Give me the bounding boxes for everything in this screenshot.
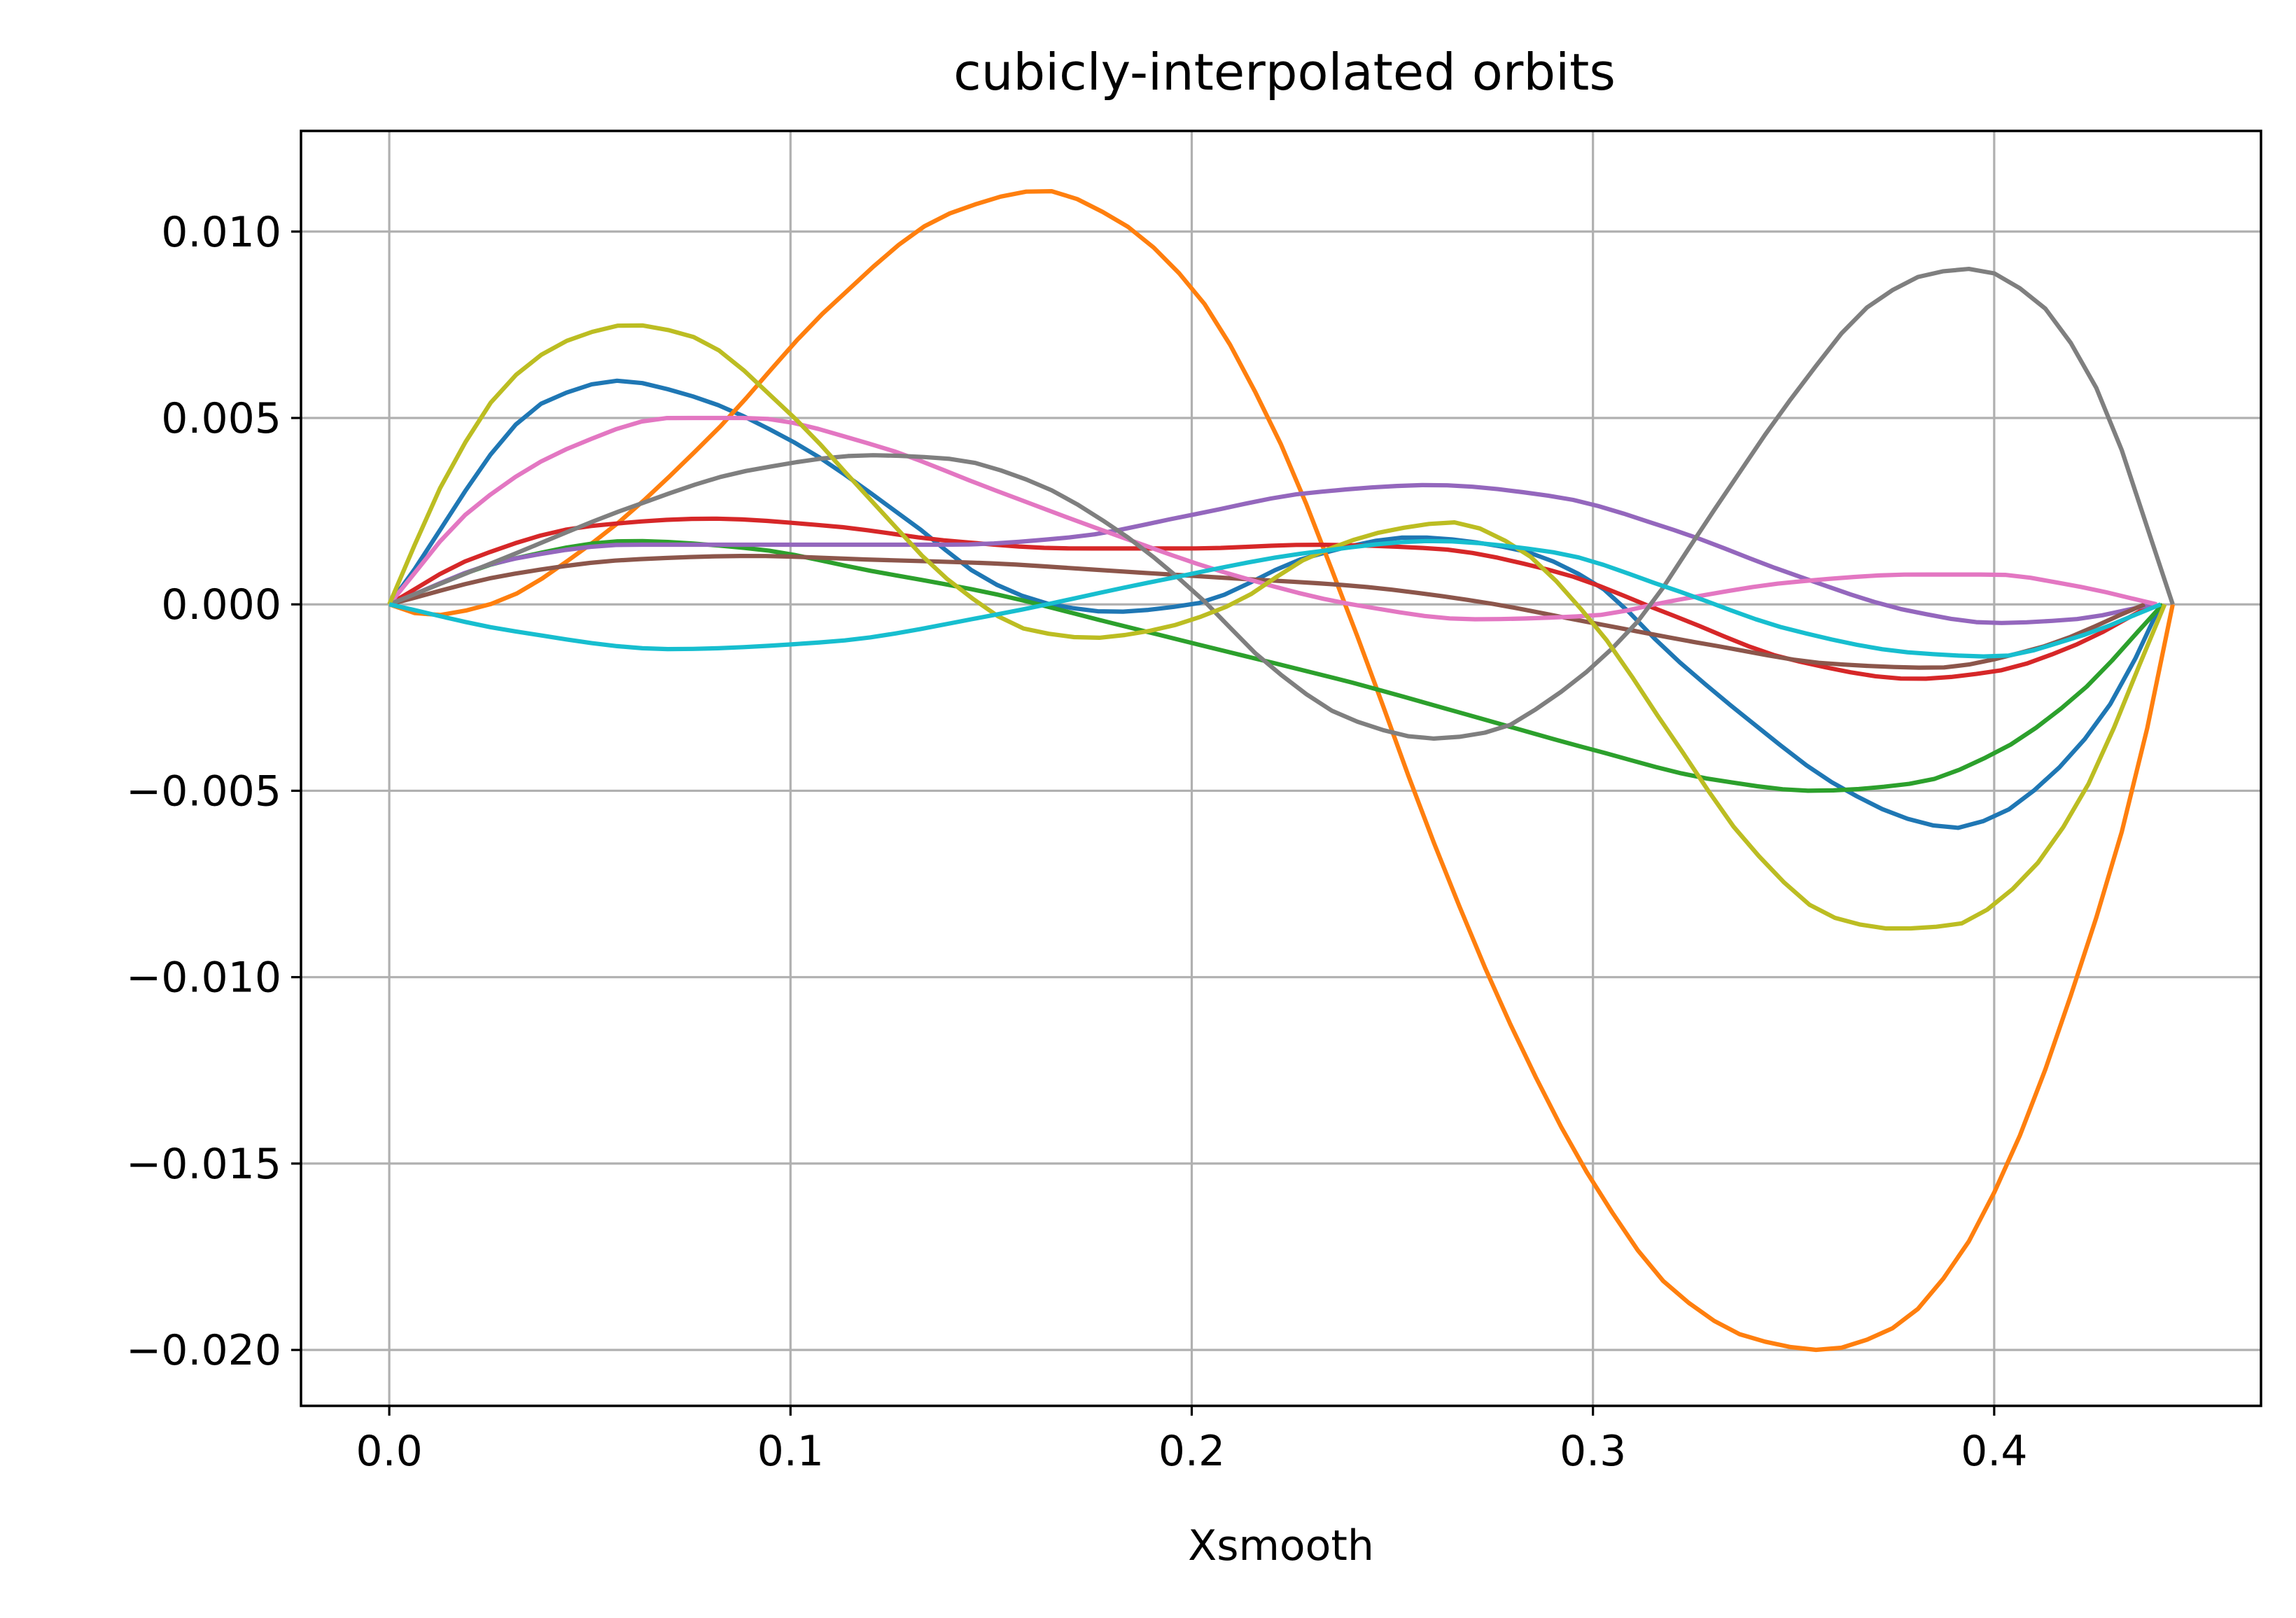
series-line-9	[387, 323, 2167, 931]
x-tick-label: 0.1	[757, 1427, 824, 1476]
y-tick-label: 0.010	[161, 208, 281, 257]
y-tick-label: 0.005	[161, 394, 281, 443]
series-line-2	[388, 189, 2175, 1353]
grid	[301, 131, 2261, 1406]
series-lines	[387, 189, 2175, 1353]
y-tick-label: −0.015	[126, 1140, 281, 1189]
series-line-7	[387, 415, 2157, 622]
series-line-10	[388, 538, 2162, 659]
axis-ticks: 0.0 0.1 0.2 0.3 0.4 0.010 0.005 0.000 −0.005 −0.0…	[126, 208, 2028, 1476]
plot-frame	[300, 130, 2262, 1407]
chart-title: cubicly-interpolated orbits	[953, 43, 1616, 102]
series-line-1	[387, 378, 2163, 830]
y-tick-label: 0.000	[161, 580, 281, 629]
series-line-5	[388, 482, 2153, 625]
x-tick-label: 0.4	[1961, 1427, 2027, 1476]
y-tick-label: −0.020	[126, 1326, 281, 1375]
series-line-8	[388, 267, 2175, 741]
x-tick-label: 0.3	[1560, 1427, 1626, 1476]
x-tick-label: 0.0	[356, 1427, 422, 1476]
series-line-4	[388, 516, 2154, 681]
series-line-6	[388, 554, 2146, 670]
x-tick-label: 0.2	[1158, 1427, 1225, 1476]
y-tick-label: −0.010	[126, 954, 281, 1003]
x-axis-label: Xsmooth	[1188, 1521, 1374, 1570]
y-tick-label: −0.005	[126, 767, 281, 816]
